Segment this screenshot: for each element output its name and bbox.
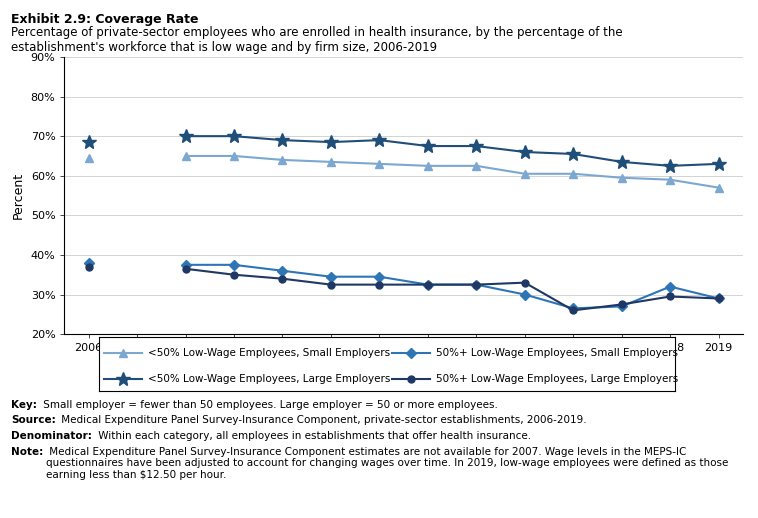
Text: Source:: Source: [11,415,56,425]
Y-axis label: Percent: Percent [12,172,25,219]
Text: Percentage of private-sector employees who are enrolled in health insurance, by : Percentage of private-sector employees w… [11,26,623,54]
Text: Medical Expenditure Panel Survey-Insurance Component estimates are not available: Medical Expenditure Panel Survey-Insuran… [46,447,728,480]
Text: Denominator:: Denominator: [11,431,92,441]
Text: Note:: Note: [11,447,44,456]
Text: Exhibit 2.9: Coverage Rate: Exhibit 2.9: Coverage Rate [11,13,199,26]
Text: Medical Expenditure Panel Survey-Insurance Component, private-sector establishme: Medical Expenditure Panel Survey-Insuran… [58,415,587,425]
Text: Key:: Key: [11,400,37,410]
Text: 50%+ Low-Wage Employees, Small Employers: 50%+ Low-Wage Employees, Small Employers [436,348,678,358]
Text: 50%+ Low-Wage Employees, Large Employers: 50%+ Low-Wage Employees, Large Employers [436,374,678,384]
Text: <50% Low-Wage Employees, Large Employers: <50% Low-Wage Employees, Large Employers [148,374,390,384]
Text: Small employer = fewer than 50 employees. Large employer = 50 or more employees.: Small employer = fewer than 50 employees… [39,400,497,410]
Text: Within each category, all employees in establishments that offer health insuranc: Within each category, all employees in e… [95,431,531,441]
Text: <50% Low-Wage Employees, Small Employers: <50% Low-Wage Employees, Small Employers [148,348,390,358]
